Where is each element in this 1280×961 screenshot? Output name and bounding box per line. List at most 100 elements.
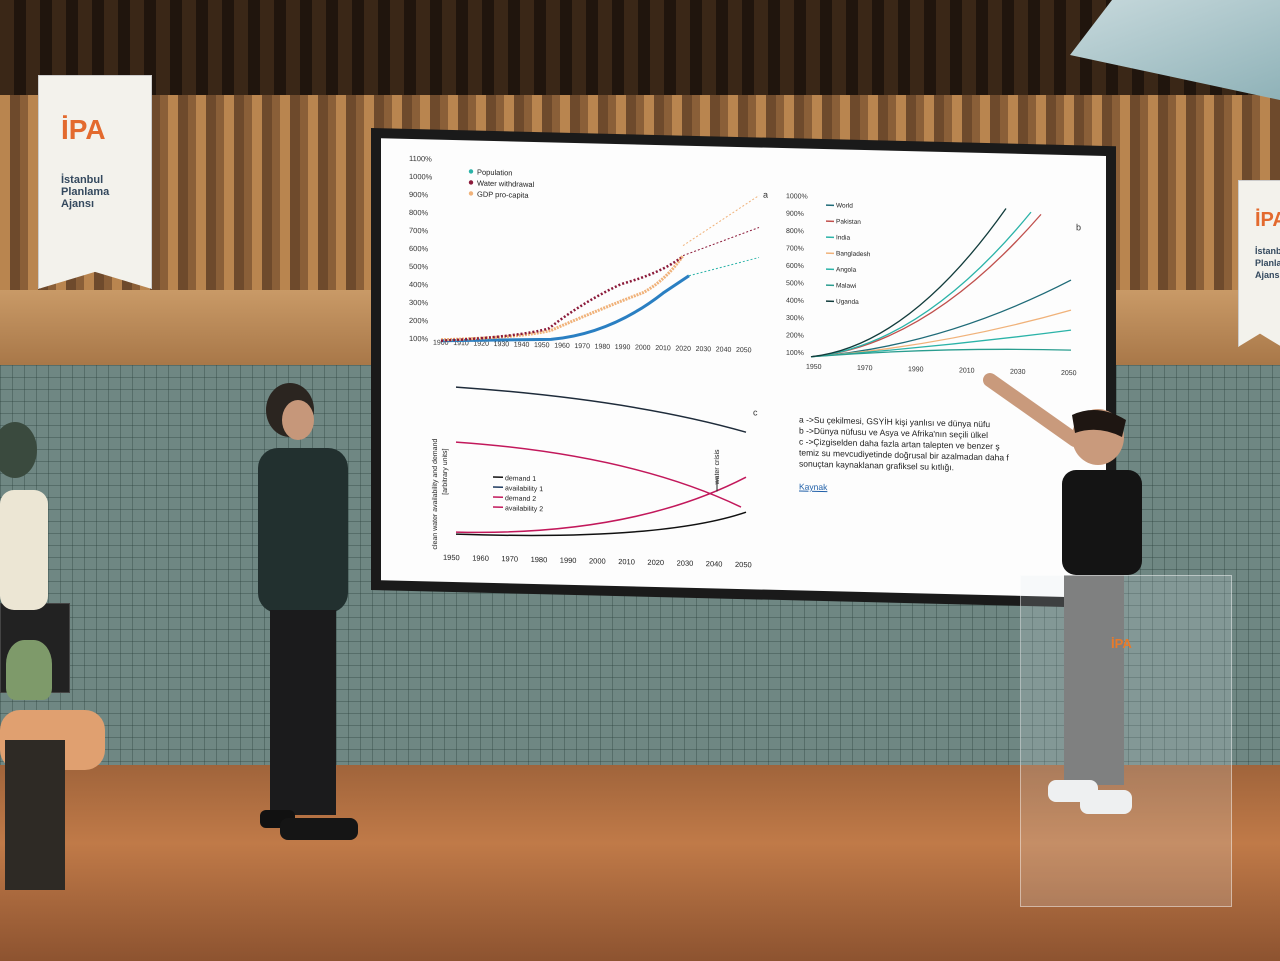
water-crisis-annotation: water crisis — [714, 449, 721, 486]
panel-c-legend-item: availability 1 — [505, 485, 543, 493]
panel-b-legend-item: India — [836, 234, 850, 241]
panel-a-xtick: 1900 — [433, 340, 449, 347]
demand-2-series — [455, 476, 747, 534]
left-banner: İPA İstanbul Planlama Ajansı — [38, 75, 152, 289]
panel-b-ytick: 700% — [786, 245, 804, 252]
panel-c-xtick: 1980 — [531, 555, 548, 564]
panel-b-series — [810, 211, 1032, 358]
population-series — [440, 274, 690, 343]
panel-b-xtick: 1990 — [908, 366, 924, 373]
panel-a-legend-item: Water withdrawal — [477, 179, 535, 189]
right-banner: İPA İstanbul Planlama Ajansı — [1238, 180, 1280, 347]
availability-2-series — [455, 441, 742, 508]
panel-c-xtick: 2040 — [706, 559, 723, 568]
panel-a-legend-dot — [468, 191, 474, 196]
panel-a-xtick: 1950 — [534, 342, 550, 349]
slide-charts: 1100% 1000% 900% 800% 700% 600% 500% 400% 300% 20… — [409, 154, 1081, 569]
panel-c-xtick: 2000 — [589, 556, 606, 565]
slide: 1100% 1000% 900% 800% 700% 600% 500% 400% 300% 20… — [381, 138, 1106, 598]
panel-b-label: b — [1076, 222, 1081, 232]
panel-a-legend-dot — [468, 169, 474, 174]
gdp-projection — [682, 195, 760, 247]
panel-c-xtick: 2010 — [618, 557, 635, 566]
panel-b-ytick: 400% — [786, 298, 804, 305]
panel-c-xtick: 1970 — [501, 554, 518, 563]
panel-c-legend-item: demand 1 — [505, 475, 536, 483]
banner-name: İstanbul Planlama Ajansı — [61, 174, 110, 210]
panel-a-ytick: 500% — [409, 262, 429, 271]
panel-a-xtick: 1930 — [494, 341, 510, 348]
panel-b-xtick: 2010 — [959, 367, 975, 374]
panel-b-legend-item: Pakistan — [836, 218, 861, 226]
panel-a-ytick: 400% — [409, 280, 429, 289]
panel-a-xtick: 1940 — [514, 341, 530, 348]
panel-b-series — [810, 208, 1007, 358]
panel-c-ylabel: clean water availability and demand — [432, 439, 439, 550]
panel-a-ytick: 200% — [409, 316, 429, 325]
panel-a-ytick: 100% — [409, 334, 429, 343]
audience-member — [0, 422, 105, 890]
panel-a-xtick: 1990 — [615, 344, 631, 351]
panel-b-legend-item: Angola — [836, 266, 857, 274]
panel-b-ytick: 800% — [786, 228, 804, 235]
panel-a-ytick: 700% — [409, 226, 429, 235]
panel-a-xtick: 1920 — [473, 341, 489, 348]
banner-logo: İPA — [61, 114, 106, 145]
water-projection — [682, 227, 760, 257]
panel-a-xtick: 1910 — [453, 340, 469, 347]
panel-a-ytick: 600% — [409, 244, 429, 253]
panel-c-legend-item: availability 2 — [505, 505, 543, 513]
pointing-presenter — [983, 373, 1142, 814]
panel-c-xtick: 1950 — [443, 553, 460, 562]
panel-a-legend-item: Population — [477, 168, 512, 178]
panel-c-xtick: 1990 — [560, 556, 577, 565]
panel-b-ytick: 500% — [786, 280, 804, 287]
panel-b-legend-item: Bangladesh — [836, 250, 871, 258]
panel-b-series — [810, 348, 1072, 358]
panel-b-xtick: 2030 — [1010, 369, 1026, 376]
panel-a-ytick: 800% — [409, 208, 429, 217]
panel-c-legend-item: demand 2 — [505, 495, 536, 503]
gdp-series — [440, 254, 685, 342]
panel-a-xtick: 2050 — [736, 347, 752, 354]
banner-name-right: İstanbul Planlama Ajansı — [1255, 246, 1280, 280]
panel-b-ytick: 200% — [786, 332, 804, 339]
panel-b-legend-item: Uganda — [836, 298, 859, 306]
panel-c-label: c — [753, 407, 758, 417]
panel-a-label: a — [763, 190, 768, 200]
panel-c-xtick: 2030 — [677, 558, 694, 567]
panel-b-xtick: 2050 — [1061, 370, 1077, 377]
panel-a-xtick: 1970 — [574, 343, 590, 350]
panel-a-ytick: 1100% — [409, 154, 432, 164]
panel-a-ytick: 1000% — [409, 172, 433, 182]
panel-c-xtick: 2050 — [735, 560, 752, 569]
panel-b-series — [810, 329, 1072, 358]
population-projection — [688, 256, 760, 277]
panel-a-ytick: 300% — [409, 298, 429, 307]
demand-1-series — [455, 511, 747, 537]
panel-b-ytick: 100% — [786, 350, 804, 357]
panel-c-yunits: [arbitrary units] — [442, 448, 449, 495]
panel-a-xtick: 2020 — [675, 345, 691, 352]
standing-presenter — [258, 383, 358, 840]
panel-b-ytick: 1000% — [786, 193, 808, 201]
panel-b-legend-item: World — [836, 202, 853, 209]
panel-a-ytick: 900% — [409, 190, 429, 199]
panel-b-legend-item: Malawi — [836, 282, 856, 289]
availability-1-series — [455, 386, 747, 433]
panel-a-xtick: 1980 — [595, 343, 611, 350]
panel-b-ytick: 300% — [786, 315, 804, 322]
panel-b-xtick: 1970 — [857, 365, 873, 372]
podium: İPA — [1020, 575, 1232, 907]
panel-b-ytick: 600% — [786, 263, 804, 270]
panel-a-legend-dot — [468, 180, 474, 185]
water-series — [440, 256, 682, 342]
panel-b-xtick: 1950 — [806, 364, 822, 371]
plush-toy — [6, 640, 52, 700]
panel-a-xtick: 1960 — [554, 342, 570, 349]
panel-b-ytick: 900% — [786, 211, 804, 218]
panel-a-xtick: 2030 — [696, 346, 712, 353]
banner-logo-right: İPA — [1255, 209, 1280, 231]
ceiling-slats — [0, 0, 1280, 95]
panel-a-xtick: 2010 — [655, 345, 671, 352]
